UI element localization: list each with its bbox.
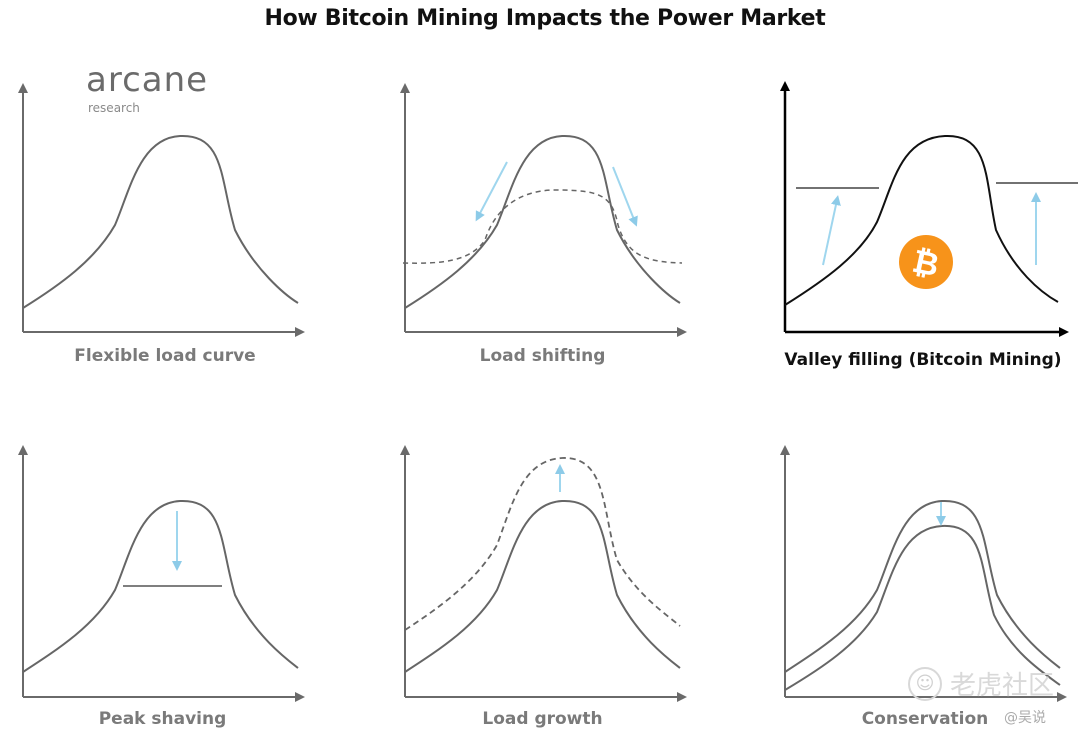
watermark: ☺ 老虎社区 @吴说 xyxy=(908,665,1078,726)
axes xyxy=(18,445,305,702)
tiger-icon: ☺ xyxy=(908,667,942,701)
load-curve xyxy=(784,134,1059,306)
axes xyxy=(400,83,687,337)
grown-load-curve xyxy=(404,457,681,631)
caption-flexible-load-curve: Flexible load curve xyxy=(74,346,256,366)
axes xyxy=(18,83,305,337)
panel-load-growth xyxy=(400,445,687,702)
panel-peak-shaving xyxy=(18,445,305,702)
caption-peak-shaving: Peak shaving xyxy=(98,709,227,729)
panel-conservation xyxy=(780,445,1067,702)
fill-arrow-left xyxy=(822,195,841,266)
axes xyxy=(780,445,1067,702)
shift-arrow-left xyxy=(475,161,508,222)
page-title: How Bitcoin Mining Impacts the Power Mar… xyxy=(264,6,826,31)
shift-arrow-right xyxy=(612,166,638,227)
caption-load-shifting: Load shifting xyxy=(479,346,606,366)
load-curve xyxy=(22,499,299,673)
arcane-logo-tagline: research xyxy=(88,101,140,115)
axes xyxy=(780,81,1069,337)
watermark-handle: @吴说 xyxy=(1004,710,1046,726)
load-curve xyxy=(22,134,299,309)
shifted-load-curve xyxy=(402,189,683,264)
load-curve xyxy=(784,499,1061,673)
load-curve xyxy=(404,499,681,673)
panel-flexible-load-curve xyxy=(18,83,305,337)
arcane-logo: arcane xyxy=(86,60,209,100)
bitcoin-badge xyxy=(899,235,953,289)
watermark-text: 老虎社区 xyxy=(950,671,1055,701)
panel-load-shifting xyxy=(400,83,687,337)
axes xyxy=(400,445,687,702)
caption-valley-filling: Valley filling (Bitcoin Mining) xyxy=(784,350,1062,370)
load-curve xyxy=(404,134,681,309)
conserved-load-curve xyxy=(784,524,1061,691)
panel-valley-filling: ₿ xyxy=(780,81,1078,337)
caption-load-growth: Load growth xyxy=(482,709,603,729)
caption-conservation: Conservation xyxy=(861,709,989,729)
